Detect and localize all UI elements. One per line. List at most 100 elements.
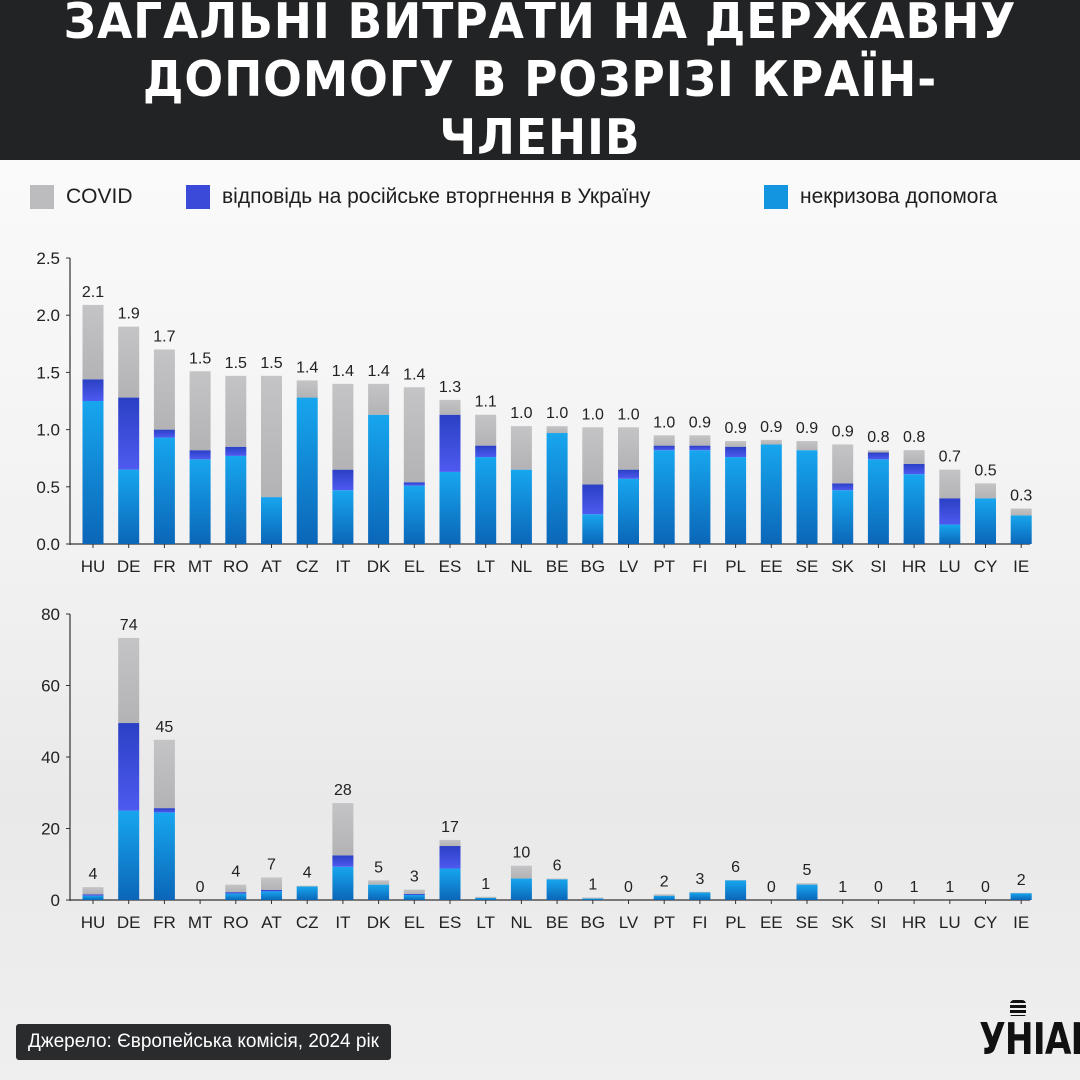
bar-noncrisis-lt <box>475 897 497 900</box>
data-label-dk: 5 <box>374 859 383 876</box>
bar-russia-pt <box>653 445 675 451</box>
data-label-lu: 0.7 <box>939 449 961 466</box>
data-label-fi: 0.9 <box>689 414 711 431</box>
data-label-lt: 1 <box>481 876 490 893</box>
bar-noncrisis-at <box>261 497 282 544</box>
x-tick-label-si: SI <box>870 913 886 932</box>
x-tick-label-fr: FR <box>153 913 176 932</box>
data-label-ee: 0 <box>767 879 776 896</box>
data-label-at: 7 <box>267 856 276 873</box>
data-label-mt: 1.5 <box>189 350 211 367</box>
data-label-hu: 4 <box>89 866 98 883</box>
bar-noncrisis-fi <box>689 892 711 900</box>
x-tick-label-hr: HR <box>902 557 927 576</box>
bar-russia-it <box>332 855 354 867</box>
bar-covid-el <box>403 387 425 483</box>
data-label-es: 1.3 <box>439 379 461 396</box>
bar-noncrisis-be <box>546 879 568 900</box>
bar-noncrisis-it <box>332 866 354 900</box>
bar-noncrisis-bg <box>582 898 604 900</box>
bar-noncrisis-pl <box>725 457 747 544</box>
x-tick-label-ee: EE <box>760 913 783 932</box>
x-tick-label-cy: CY <box>974 557 998 576</box>
data-label-si: 0 <box>874 879 883 896</box>
data-label-si: 0.8 <box>867 429 889 446</box>
bar-covid-se <box>796 441 818 451</box>
x-tick-label-dk: DK <box>367 557 391 576</box>
x-tick-label-nl: NL <box>511 913 533 932</box>
y-tick-label: 1.0 <box>36 421 60 440</box>
data-label-se: 0.9 <box>796 420 818 437</box>
data-label-fr: 45 <box>156 719 174 736</box>
bar-covid-de <box>118 637 140 724</box>
x-tick-label-lu: LU <box>939 913 961 932</box>
bar-noncrisis-lv <box>618 478 639 544</box>
bar-noncrisis-fi <box>689 450 711 544</box>
bar-russia-hu <box>82 894 104 896</box>
x-tick-label-lv: LV <box>619 913 639 932</box>
data-label-fr: 1.7 <box>153 329 175 346</box>
bar-covid-el <box>403 889 425 894</box>
bar-covid-it <box>332 383 354 470</box>
bar-noncrisis-se <box>796 884 818 900</box>
x-tick-label-be: BE <box>546 913 569 932</box>
bar-russia-sk <box>832 483 854 491</box>
x-tick-label-hr: HR <box>902 913 927 932</box>
bar-noncrisis-sk <box>832 490 854 544</box>
bar-covid-ee <box>760 439 782 445</box>
bar-covid-si <box>867 450 889 453</box>
bar-russia-bg <box>582 484 604 515</box>
y-tick-label: 80 <box>41 605 60 624</box>
data-label-nl: 10 <box>513 845 531 862</box>
bar-russia-de <box>118 397 140 470</box>
data-label-fi: 3 <box>695 871 704 888</box>
bar-covid-be <box>546 878 568 880</box>
bar-noncrisis-el <box>403 894 425 900</box>
data-label-bg: 1 <box>588 876 597 893</box>
x-tick-label-cz: CZ <box>296 557 319 576</box>
bar-russia-lt <box>475 445 497 458</box>
bar-covid-hu <box>82 304 104 380</box>
bar-russia-hu <box>82 379 104 401</box>
x-tick-label-hu: HU <box>81 913 106 932</box>
microphone-icon <box>1010 1000 1026 1016</box>
data-label-pt: 2 <box>660 873 669 890</box>
bar-noncrisis-pt <box>653 895 675 900</box>
bar-covid-fi <box>689 891 711 893</box>
bar-covid-lv <box>618 427 639 470</box>
y-tick-label: 1.5 <box>36 363 60 382</box>
bar-russia-it <box>332 469 354 491</box>
data-label-es: 17 <box>441 819 459 836</box>
x-tick-label-pl: PL <box>725 913 746 932</box>
x-tick-label-lv: LV <box>619 557 639 576</box>
bar-russia-at <box>261 889 282 892</box>
bar-russia-ro <box>225 446 247 456</box>
data-label-hu: 2.1 <box>82 284 104 301</box>
bar-covid-nl <box>510 865 532 879</box>
x-tick-label-pl: PL <box>725 557 746 576</box>
x-tick-label-be: BE <box>546 557 569 576</box>
bar-covid-hr <box>903 450 925 464</box>
bar-russia-el <box>403 893 425 895</box>
bar-covid-de <box>118 326 140 398</box>
logo-text: УНІАН <box>979 1014 1080 1065</box>
data-label-lt: 1.1 <box>475 394 497 411</box>
bar-noncrisis-nl <box>510 469 532 544</box>
x-tick-label-at: AT <box>261 913 281 932</box>
x-tick-label-mt: MT <box>188 913 213 932</box>
bar-covid-at <box>261 375 282 498</box>
data-label-be: 1.0 <box>546 405 568 422</box>
bar-noncrisis-si <box>867 459 889 544</box>
bar-covid-dk <box>368 383 390 415</box>
bar-covid-bg <box>582 897 604 899</box>
data-label-hr: 0.8 <box>903 429 925 446</box>
y-tick-label: 60 <box>41 677 60 696</box>
bar-noncrisis-ro <box>225 455 247 544</box>
bar-noncrisis-ie <box>1010 893 1032 900</box>
x-tick-label-sk: SK <box>831 913 854 932</box>
bar-noncrisis-ee <box>760 444 782 544</box>
bar-covid-bg <box>582 427 604 485</box>
data-label-nl: 1.0 <box>510 405 532 422</box>
data-label-it: 1.4 <box>332 363 354 380</box>
